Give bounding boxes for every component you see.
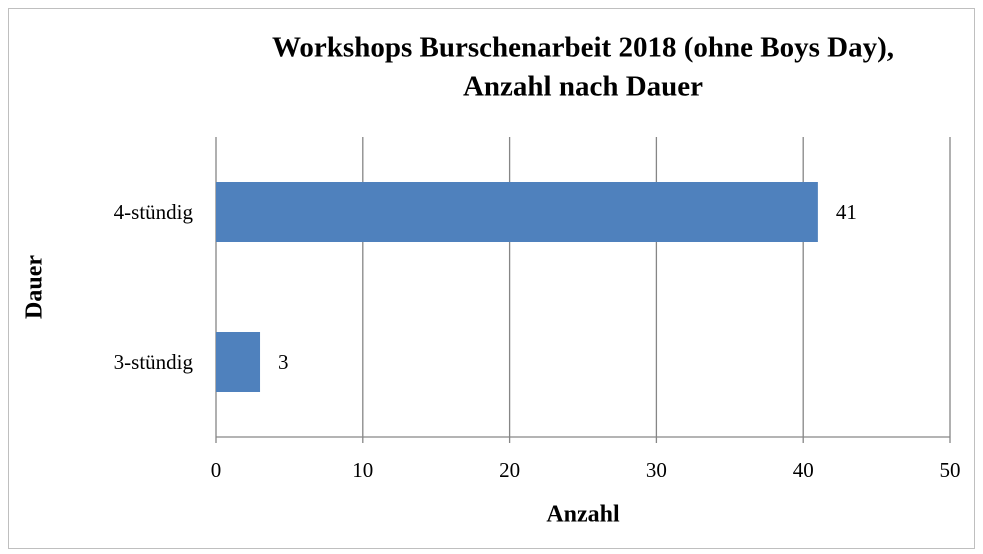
- bar: [216, 182, 818, 242]
- x-tick-label: 40: [793, 458, 814, 482]
- x-tick-label: 30: [646, 458, 667, 482]
- y-tick-label: 4-stündig: [114, 200, 194, 224]
- x-tick-label: 20: [499, 458, 520, 482]
- y-axis-title: Dauer: [22, 255, 48, 319]
- bar: [216, 332, 261, 392]
- x-tick-label: 50: [940, 458, 961, 482]
- x-tick-label: 0: [211, 458, 222, 482]
- value-label: 3: [278, 350, 289, 374]
- y-tick-label: 3-stündig: [114, 350, 194, 374]
- chart-title: Workshops Burschenarbeit 2018 (ohne Boys…: [272, 32, 894, 64]
- chart-title: Anzahl nach Dauer: [463, 71, 703, 103]
- x-tick-label: 10: [352, 458, 373, 482]
- value-label: 41: [836, 200, 857, 224]
- chart-border: [8, 8, 975, 549]
- x-axis-title: Anzahl: [546, 502, 620, 528]
